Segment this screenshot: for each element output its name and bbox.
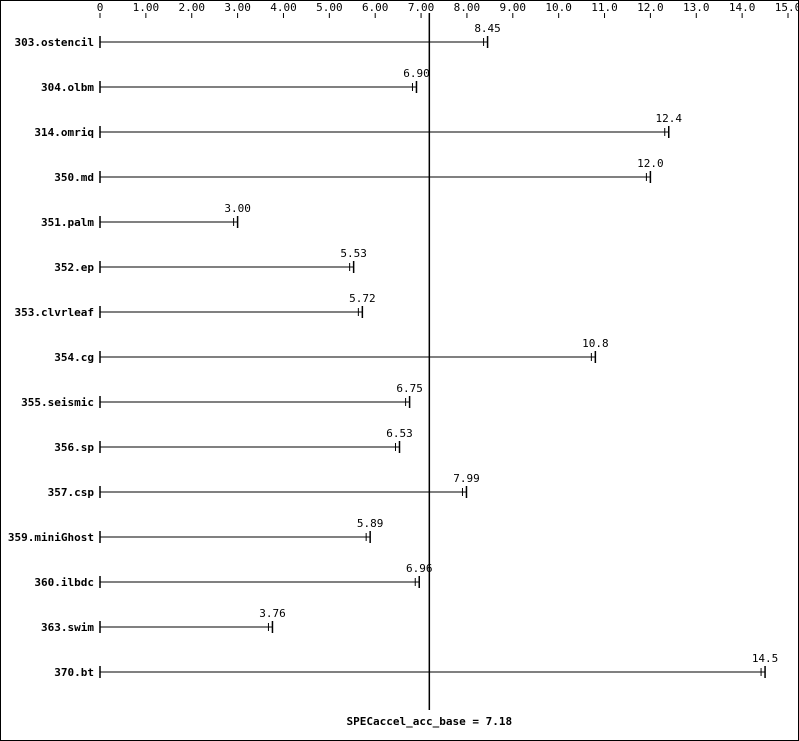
row-label: 304.olbm	[41, 81, 94, 94]
row-value-label: 5.72	[349, 292, 376, 305]
row-value-label: 3.76	[259, 607, 286, 620]
row-label: 355.seismic	[21, 396, 94, 409]
row-value-label: 14.5	[752, 652, 779, 665]
row-value-label: 12.4	[655, 112, 682, 125]
row-label: 352.ep	[54, 261, 94, 274]
axis-label: 3.00	[224, 1, 251, 14]
row-label: 303.ostencil	[15, 36, 94, 49]
row-label: 359.miniGhost	[8, 531, 94, 544]
row-value-label: 6.96	[406, 562, 433, 575]
axis-label: 2.00	[178, 1, 205, 14]
row-label: 360.ilbdc	[34, 576, 94, 589]
row-label: 353.clvrleaf	[15, 306, 94, 319]
row-value-label: 6.75	[396, 382, 423, 395]
axis-label: 1.00	[133, 1, 160, 14]
row-label: 356.sp	[54, 441, 94, 454]
axis-label: 4.00	[270, 1, 297, 14]
spec-chart: 0 1.00 2.00 3.00 4.00 5.00 6.00 7.00 8.00 9.00 10.…	[0, 0, 799, 741]
row-label: 354.cg	[54, 351, 94, 364]
axis-label: 14.0	[729, 1, 756, 14]
row-value-label: 6.90	[403, 67, 430, 80]
row-label: 350.md	[54, 171, 94, 184]
axis-label: 15.0	[775, 1, 799, 14]
row-value-label: 5.89	[357, 517, 384, 530]
row-label: 314.omriq	[34, 126, 94, 139]
axis-label: 6.00	[362, 1, 389, 14]
row-value-label: 6.53	[386, 427, 413, 440]
axis-label: 0	[97, 1, 104, 14]
row-value-label: 8.45	[474, 22, 501, 35]
axis-label: 8.00	[454, 1, 481, 14]
axis-label: 12.0	[637, 1, 664, 14]
row-label: 351.palm	[41, 216, 94, 229]
axis-label: 11.0	[591, 1, 618, 14]
row-label: 370.bt	[54, 666, 94, 679]
axis-label: 10.0	[545, 1, 572, 14]
axis-label: 7.00	[408, 1, 435, 14]
row-value-label: 10.8	[582, 337, 609, 350]
axis-label: 13.0	[683, 1, 710, 14]
row-value-label: 7.99	[453, 472, 480, 485]
baseline-label: SPECaccel_acc_base = 7.18	[347, 715, 513, 728]
row-label: 357.csp	[48, 486, 95, 499]
row-value-label: 5.53	[340, 247, 367, 260]
row-value-label: 12.0	[637, 157, 664, 170]
row-value-label: 3.00	[224, 202, 251, 215]
row-label: 363.swim	[41, 621, 94, 634]
axis-label: 9.00	[500, 1, 527, 14]
axis-label: 5.00	[316, 1, 343, 14]
